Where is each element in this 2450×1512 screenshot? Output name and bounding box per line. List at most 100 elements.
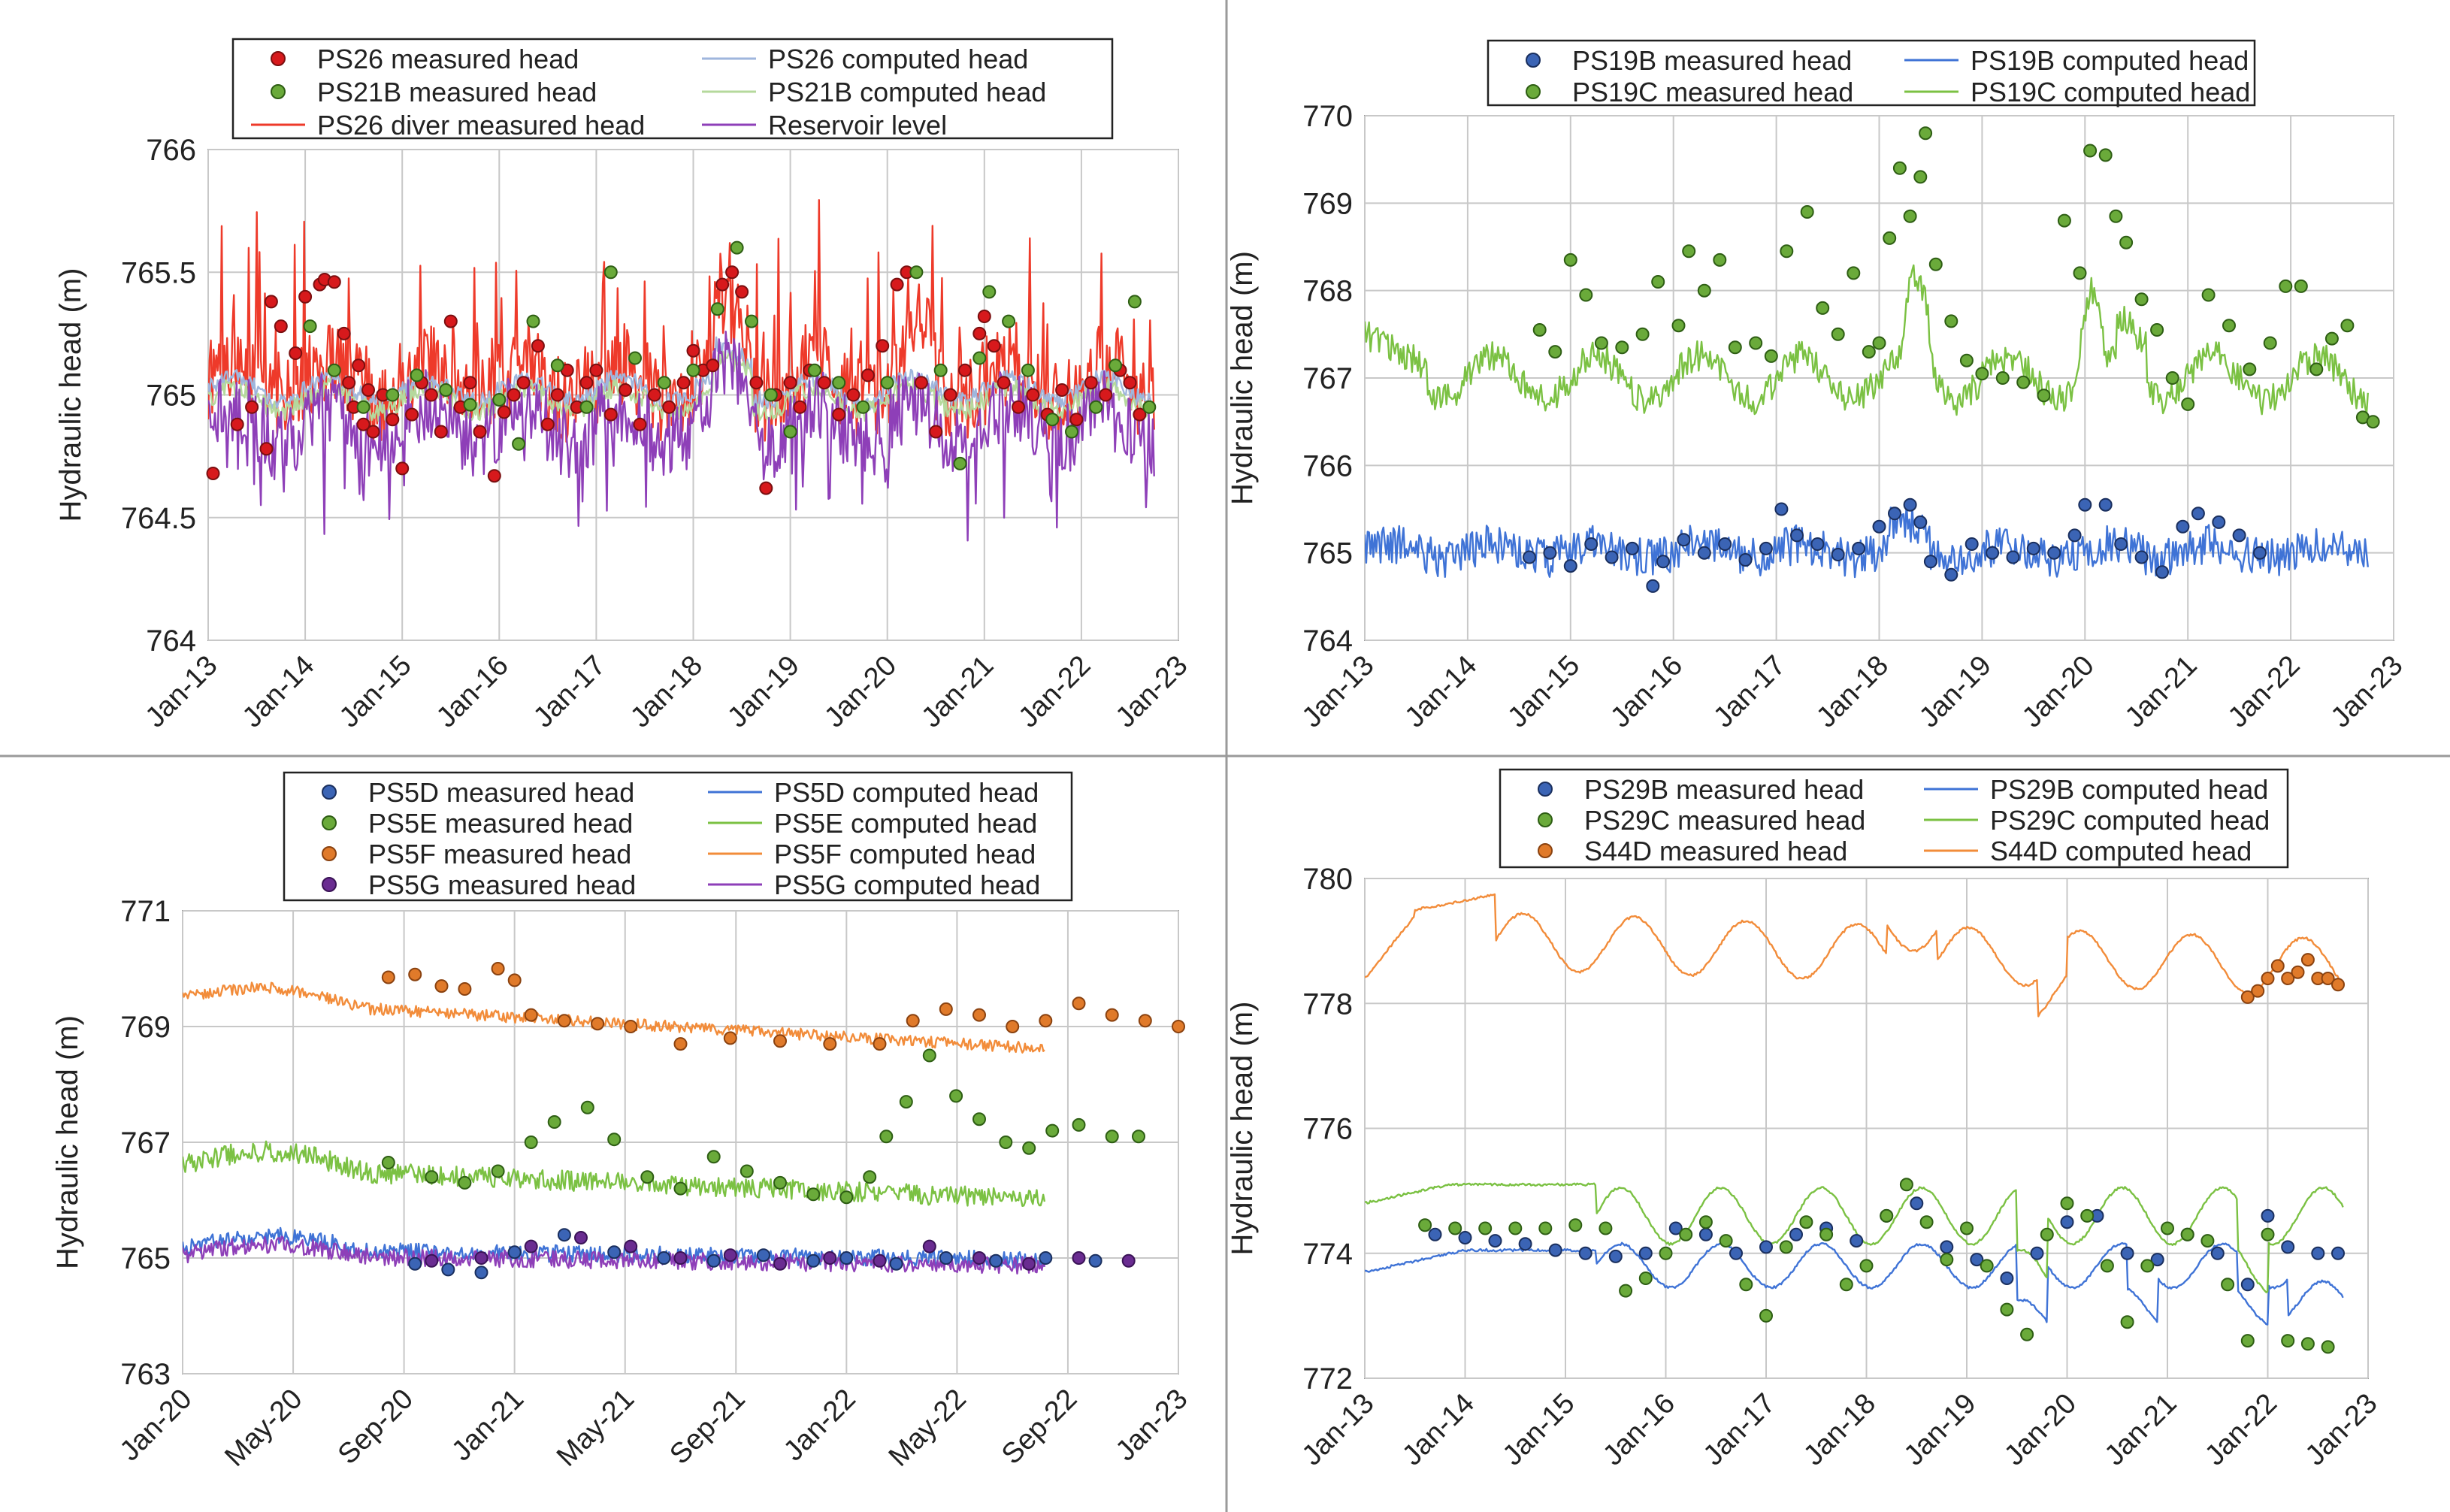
data-point	[686, 363, 700, 377]
data-point	[846, 388, 861, 402]
data-point	[2321, 972, 2335, 985]
data-point	[2006, 550, 2020, 564]
data-point	[1022, 1141, 1036, 1155]
data-point	[441, 1263, 455, 1277]
data-point	[1928, 257, 1943, 271]
data-point	[989, 1253, 1003, 1268]
legend-item: PS29B computed head	[1924, 774, 2268, 805]
data-point	[1039, 1251, 1053, 1265]
data-point	[458, 982, 472, 996]
data-point	[1127, 295, 1142, 309]
data-point	[1478, 1221, 1493, 1235]
data-point	[579, 400, 594, 414]
y-tick-label: 765	[120, 1242, 171, 1275]
data-point	[2331, 978, 2345, 992]
data-point	[1133, 407, 1147, 422]
data-point	[1568, 1218, 1583, 1232]
data-point	[909, 265, 924, 280]
data-point	[1021, 363, 1035, 377]
data-point	[386, 388, 400, 402]
data-point	[1579, 288, 1593, 302]
data-point	[2067, 528, 2082, 543]
legend-item: PS5G measured head	[322, 869, 636, 900]
data-point	[206, 467, 220, 480]
data-point	[1448, 1221, 1462, 1235]
data-point	[1729, 1246, 1743, 1260]
data-point	[2165, 371, 2179, 385]
data-point	[1172, 1020, 1185, 1033]
data-point	[879, 1129, 894, 1144]
data-point	[607, 1132, 622, 1147]
data-point	[245, 400, 259, 414]
data-point	[1605, 550, 1619, 564]
y-tick-label: 764	[1302, 624, 1353, 658]
data-point	[673, 1037, 688, 1051]
data-point	[1089, 400, 1103, 414]
data-point	[1764, 349, 1778, 363]
data-point	[2120, 1315, 2134, 1329]
data-point	[2026, 541, 2040, 555]
data-point	[603, 407, 618, 422]
legend-marker	[1538, 812, 1553, 827]
data-point	[2134, 292, 2149, 307]
data-point	[1679, 1227, 1693, 1241]
data-point	[2060, 1215, 2074, 1229]
y-tick-label: 765.5	[121, 256, 196, 289]
data-point	[491, 962, 505, 975]
legend-item: Reservoir level	[702, 110, 947, 141]
data-point	[274, 319, 288, 334]
data-point	[516, 376, 531, 390]
data-point	[2261, 1208, 2275, 1223]
data-point	[1892, 161, 1907, 175]
data-point	[764, 388, 778, 402]
data-point	[580, 1100, 594, 1114]
data-point	[817, 376, 831, 390]
data-point	[1012, 400, 1025, 414]
data-point	[943, 388, 957, 402]
data-point	[823, 1037, 837, 1051]
legend-label: PS21B measured head	[317, 77, 597, 107]
data-point	[524, 1008, 538, 1022]
data-point	[589, 363, 603, 377]
data-point	[1862, 345, 1876, 359]
data-point	[1538, 1221, 1553, 1235]
y-tick-label: 769	[120, 1011, 171, 1044]
data-point	[2016, 375, 2031, 389]
data-point	[381, 970, 395, 984]
legend-marker	[1538, 782, 1553, 797]
data-point	[1508, 1221, 1523, 1235]
data-point	[526, 314, 540, 328]
legend-marker	[271, 84, 286, 99]
data-point	[1816, 301, 1830, 315]
data-point	[405, 407, 419, 422]
legend-item: PS5F computed head	[708, 839, 1036, 869]
legend-marker	[271, 51, 286, 66]
data-point	[1594, 336, 1608, 350]
data-point	[1638, 1272, 1653, 1285]
legend-label: PS29B computed head	[1990, 774, 2268, 805]
data-point	[2201, 288, 2216, 302]
data-point	[876, 339, 890, 353]
data-point	[1065, 425, 1078, 439]
data-point	[2232, 528, 2246, 543]
data-point	[298, 289, 313, 304]
data-point	[686, 343, 700, 358]
legend-item: PS5D computed head	[708, 777, 1039, 808]
data-point	[839, 1190, 854, 1205]
legend-item: PS5D measured head	[322, 777, 634, 808]
data-point	[2321, 1340, 2335, 1354]
data-point	[1671, 319, 1686, 333]
data-point	[1659, 1246, 1673, 1260]
data-point	[1418, 1218, 1432, 1232]
data-point	[740, 1164, 754, 1178]
legend-item: PS21B computed head	[702, 77, 1046, 107]
data-point	[1651, 275, 1665, 289]
data-point	[337, 326, 351, 340]
data-point	[2191, 507, 2205, 521]
legend-label: PS5G measured head	[368, 869, 636, 900]
data-point	[890, 277, 904, 292]
data-point	[745, 314, 758, 328]
legend-label: PS5E computed head	[774, 808, 1037, 839]
legend-label: PS29B measured head	[1584, 774, 1864, 805]
